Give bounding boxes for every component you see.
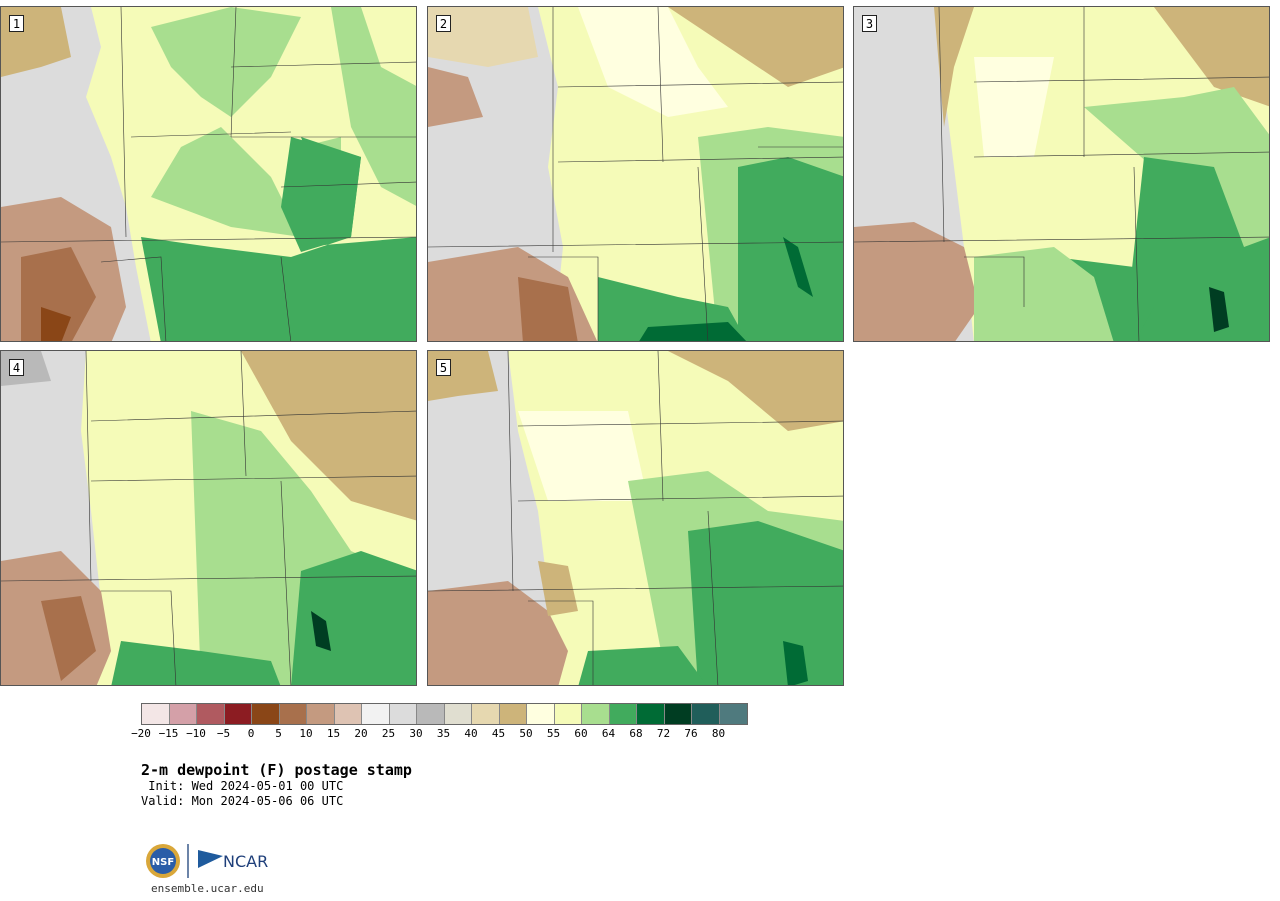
dewpoint-map-2	[428, 7, 843, 341]
colorbar-tick: 5	[275, 727, 282, 740]
colorbar-tick: 55	[546, 727, 561, 740]
colorbar-swatch	[554, 704, 582, 724]
colorbar-swatch	[499, 704, 527, 724]
colorbar-swatch	[417, 704, 445, 724]
forecast-panel-5[interactable]: 5	[427, 350, 844, 686]
logos: NSF NCAR	[143, 842, 283, 882]
colorbar-swatch	[224, 704, 252, 724]
colorbar-swatch	[582, 704, 610, 724]
panel-number: 2	[436, 15, 451, 32]
dewpoint-colorbar	[141, 703, 748, 725]
colorbar-tick: −15	[158, 727, 179, 740]
colorbar-swatch	[334, 704, 362, 724]
colorbar-tick: 30	[409, 727, 423, 740]
plot-title: 2-m dewpoint (F) postage stamp	[141, 761, 412, 779]
nsf-logo-icon: NSF	[146, 844, 180, 878]
colorbar-swatch	[389, 704, 417, 724]
colorbar-tick: 45	[491, 727, 506, 740]
colorbar-swatch	[307, 704, 335, 724]
colorbar-swatch	[609, 704, 637, 724]
valid-time: Valid: Mon 2024-05-06 06 UTC	[141, 794, 344, 808]
colorbar-swatch	[664, 704, 692, 724]
colorbar-swatch	[444, 704, 472, 724]
colorbar-tick: 25	[381, 727, 396, 740]
panel-number: 5	[436, 359, 451, 376]
panel-number: 4	[9, 359, 24, 376]
colorbar-swatch	[527, 704, 555, 724]
svg-text:NCAR: NCAR	[223, 852, 268, 871]
colorbar-swatch	[197, 704, 225, 724]
forecast-panel-4[interactable]: 4	[0, 350, 417, 686]
colorbar-tick: 68	[629, 727, 643, 740]
colorbar-tick: 50	[519, 727, 533, 740]
dewpoint-map-1	[1, 7, 416, 341]
forecast-panel-2[interactable]: 2	[427, 6, 844, 342]
colorbar-tick: 40	[464, 727, 478, 740]
colorbar-tick: 72	[656, 727, 671, 740]
nsf-ncar-logo: NSF NCAR	[146, 844, 268, 878]
colorbar-tick: −20	[131, 727, 151, 740]
dewpoint-map-4	[1, 351, 416, 685]
dewpoint-map-3	[854, 7, 1269, 341]
colorbar-swatch	[472, 704, 500, 724]
colorbar-swatch	[252, 704, 280, 724]
footer-url[interactable]: ensemble.ucar.edu	[151, 882, 264, 895]
panel-number: 3	[862, 15, 877, 32]
colorbar-tick: 20	[354, 727, 368, 740]
colorbar-swatch	[719, 704, 747, 724]
colorbar-tick: −5	[216, 727, 231, 740]
colorbar-swatch	[362, 704, 390, 724]
colorbar-swatch	[142, 704, 170, 724]
svg-text:NSF: NSF	[152, 857, 174, 868]
colorbar-tick: −10	[186, 727, 206, 740]
forecast-panel-3[interactable]: 3	[853, 6, 1270, 342]
colorbar-tick: 80	[711, 727, 726, 740]
colorbar-tick: 64	[601, 727, 616, 740]
colorbar-tick: 60	[574, 727, 588, 740]
ncar-logo-icon: NCAR	[198, 850, 268, 871]
colorbar-tick: 15	[326, 727, 341, 740]
colorbar-swatch	[692, 704, 720, 724]
dewpoint-map-5	[428, 351, 843, 685]
colorbar-tick-labels: −20 −15 −10 −5 0 5 10 15 20 25 30 35 40 45 50 55 60 64 68 7…	[131, 727, 761, 741]
panel-number: 1	[9, 15, 24, 32]
colorbar-tick: 76	[684, 727, 698, 740]
forecast-panel-1[interactable]: 1	[0, 6, 417, 342]
colorbar-tick: 35	[436, 727, 451, 740]
colorbar-swatch	[169, 704, 197, 724]
colorbar-tick: 10	[299, 727, 313, 740]
colorbar-swatch	[279, 704, 307, 724]
colorbar-swatch	[637, 704, 665, 724]
colorbar-tick: 0	[247, 727, 255, 740]
init-time: Init: Wed 2024-05-01 00 UTC	[141, 779, 344, 793]
